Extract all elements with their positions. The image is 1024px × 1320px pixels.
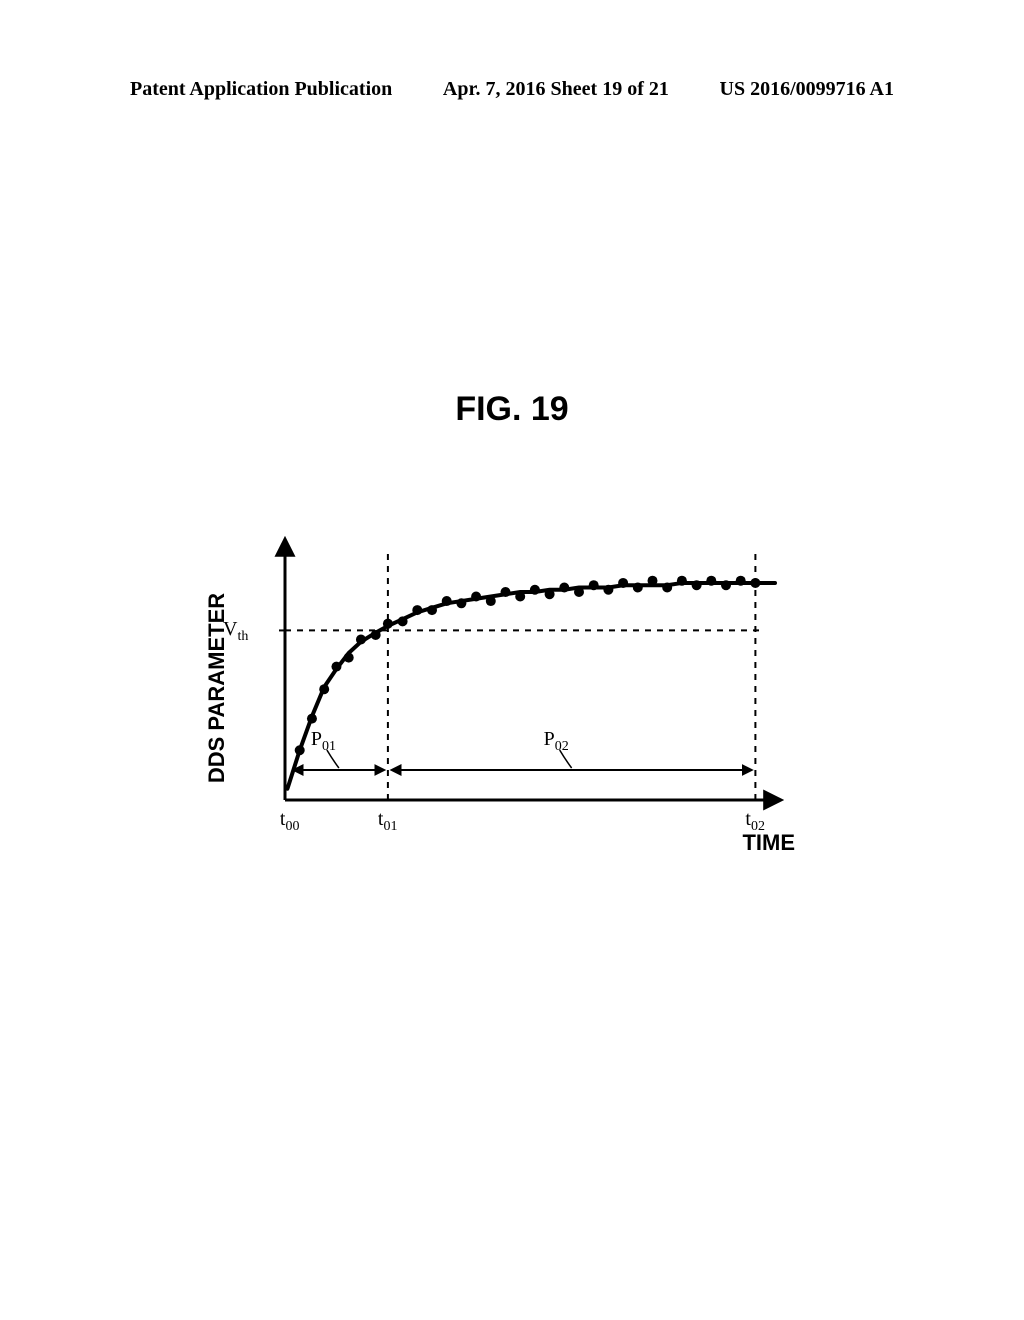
t00-sub: 00 [285,819,299,834]
p01-sub: 01 [322,739,336,754]
vth-sub: th [237,629,248,644]
page: Patent Application Publication Apr. 7, 2… [0,0,1024,1320]
vth-label: Vth [223,618,248,645]
t01-sub: 01 [383,819,397,834]
vth-text: V [223,618,237,640]
t01-label: t01 [378,808,398,835]
header-line: Patent Application Publication Apr. 7, 2… [130,78,894,101]
chart-svg [255,530,785,820]
x-axis-label: TIME [742,830,795,856]
p01-text: P [311,728,322,750]
header-center: Apr. 7, 2016 Sheet 19 of 21 [443,78,669,101]
chart-container: DDS PARAMETER Vth t00 t01 t02 P01 P02 TI… [255,530,785,850]
t00-label: t00 [280,808,300,835]
p02-text: P [544,728,555,750]
header-right: US 2016/0099716 A1 [720,78,894,101]
p01-label: P01 [311,728,336,755]
header-left: Patent Application Publication [130,78,392,101]
page-header: Patent Application Publication Apr. 7, 2… [0,78,1024,101]
figure-title: FIG. 19 [0,390,1024,429]
p02-label: P02 [544,728,569,755]
p02-sub: 02 [555,739,569,754]
